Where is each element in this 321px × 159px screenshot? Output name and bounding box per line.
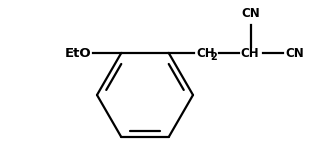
Text: CN: CN <box>285 47 304 60</box>
Text: 2: 2 <box>210 52 217 62</box>
Text: CN: CN <box>242 7 260 20</box>
Text: EtO: EtO <box>65 47 91 60</box>
Text: CH: CH <box>196 47 215 60</box>
Text: CH: CH <box>240 47 259 60</box>
